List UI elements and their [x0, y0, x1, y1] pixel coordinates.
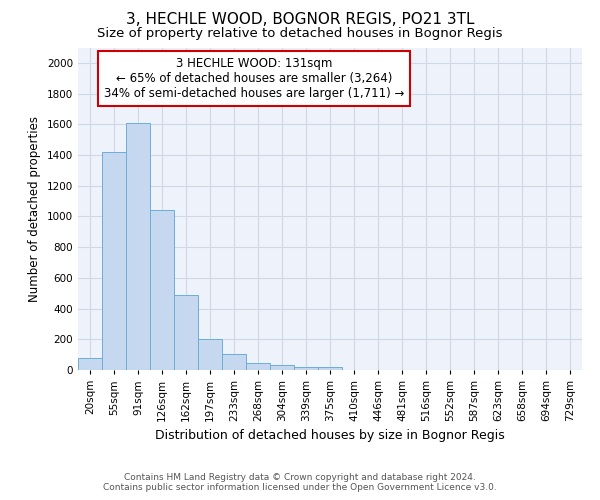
Bar — [102, 152, 126, 370]
Bar — [174, 294, 198, 370]
Text: Contains HM Land Registry data © Crown copyright and database right 2024.
Contai: Contains HM Land Registry data © Crown c… — [103, 473, 497, 492]
Bar — [294, 366, 318, 370]
X-axis label: Distribution of detached houses by size in Bognor Regis: Distribution of detached houses by size … — [155, 430, 505, 442]
Text: 3, HECHLE WOOD, BOGNOR REGIS, PO21 3TL: 3, HECHLE WOOD, BOGNOR REGIS, PO21 3TL — [126, 12, 474, 28]
Text: Size of property relative to detached houses in Bognor Regis: Size of property relative to detached ho… — [97, 28, 503, 40]
Bar — [198, 338, 222, 370]
Bar — [270, 365, 294, 370]
Bar — [246, 362, 270, 370]
Bar — [318, 367, 342, 370]
Bar — [222, 354, 246, 370]
Text: 3 HECHLE WOOD: 131sqm
← 65% of detached houses are smaller (3,264)
34% of semi-d: 3 HECHLE WOOD: 131sqm ← 65% of detached … — [104, 57, 404, 100]
Y-axis label: Number of detached properties: Number of detached properties — [28, 116, 41, 302]
Bar — [150, 210, 174, 370]
Bar — [126, 122, 150, 370]
Bar — [78, 358, 102, 370]
